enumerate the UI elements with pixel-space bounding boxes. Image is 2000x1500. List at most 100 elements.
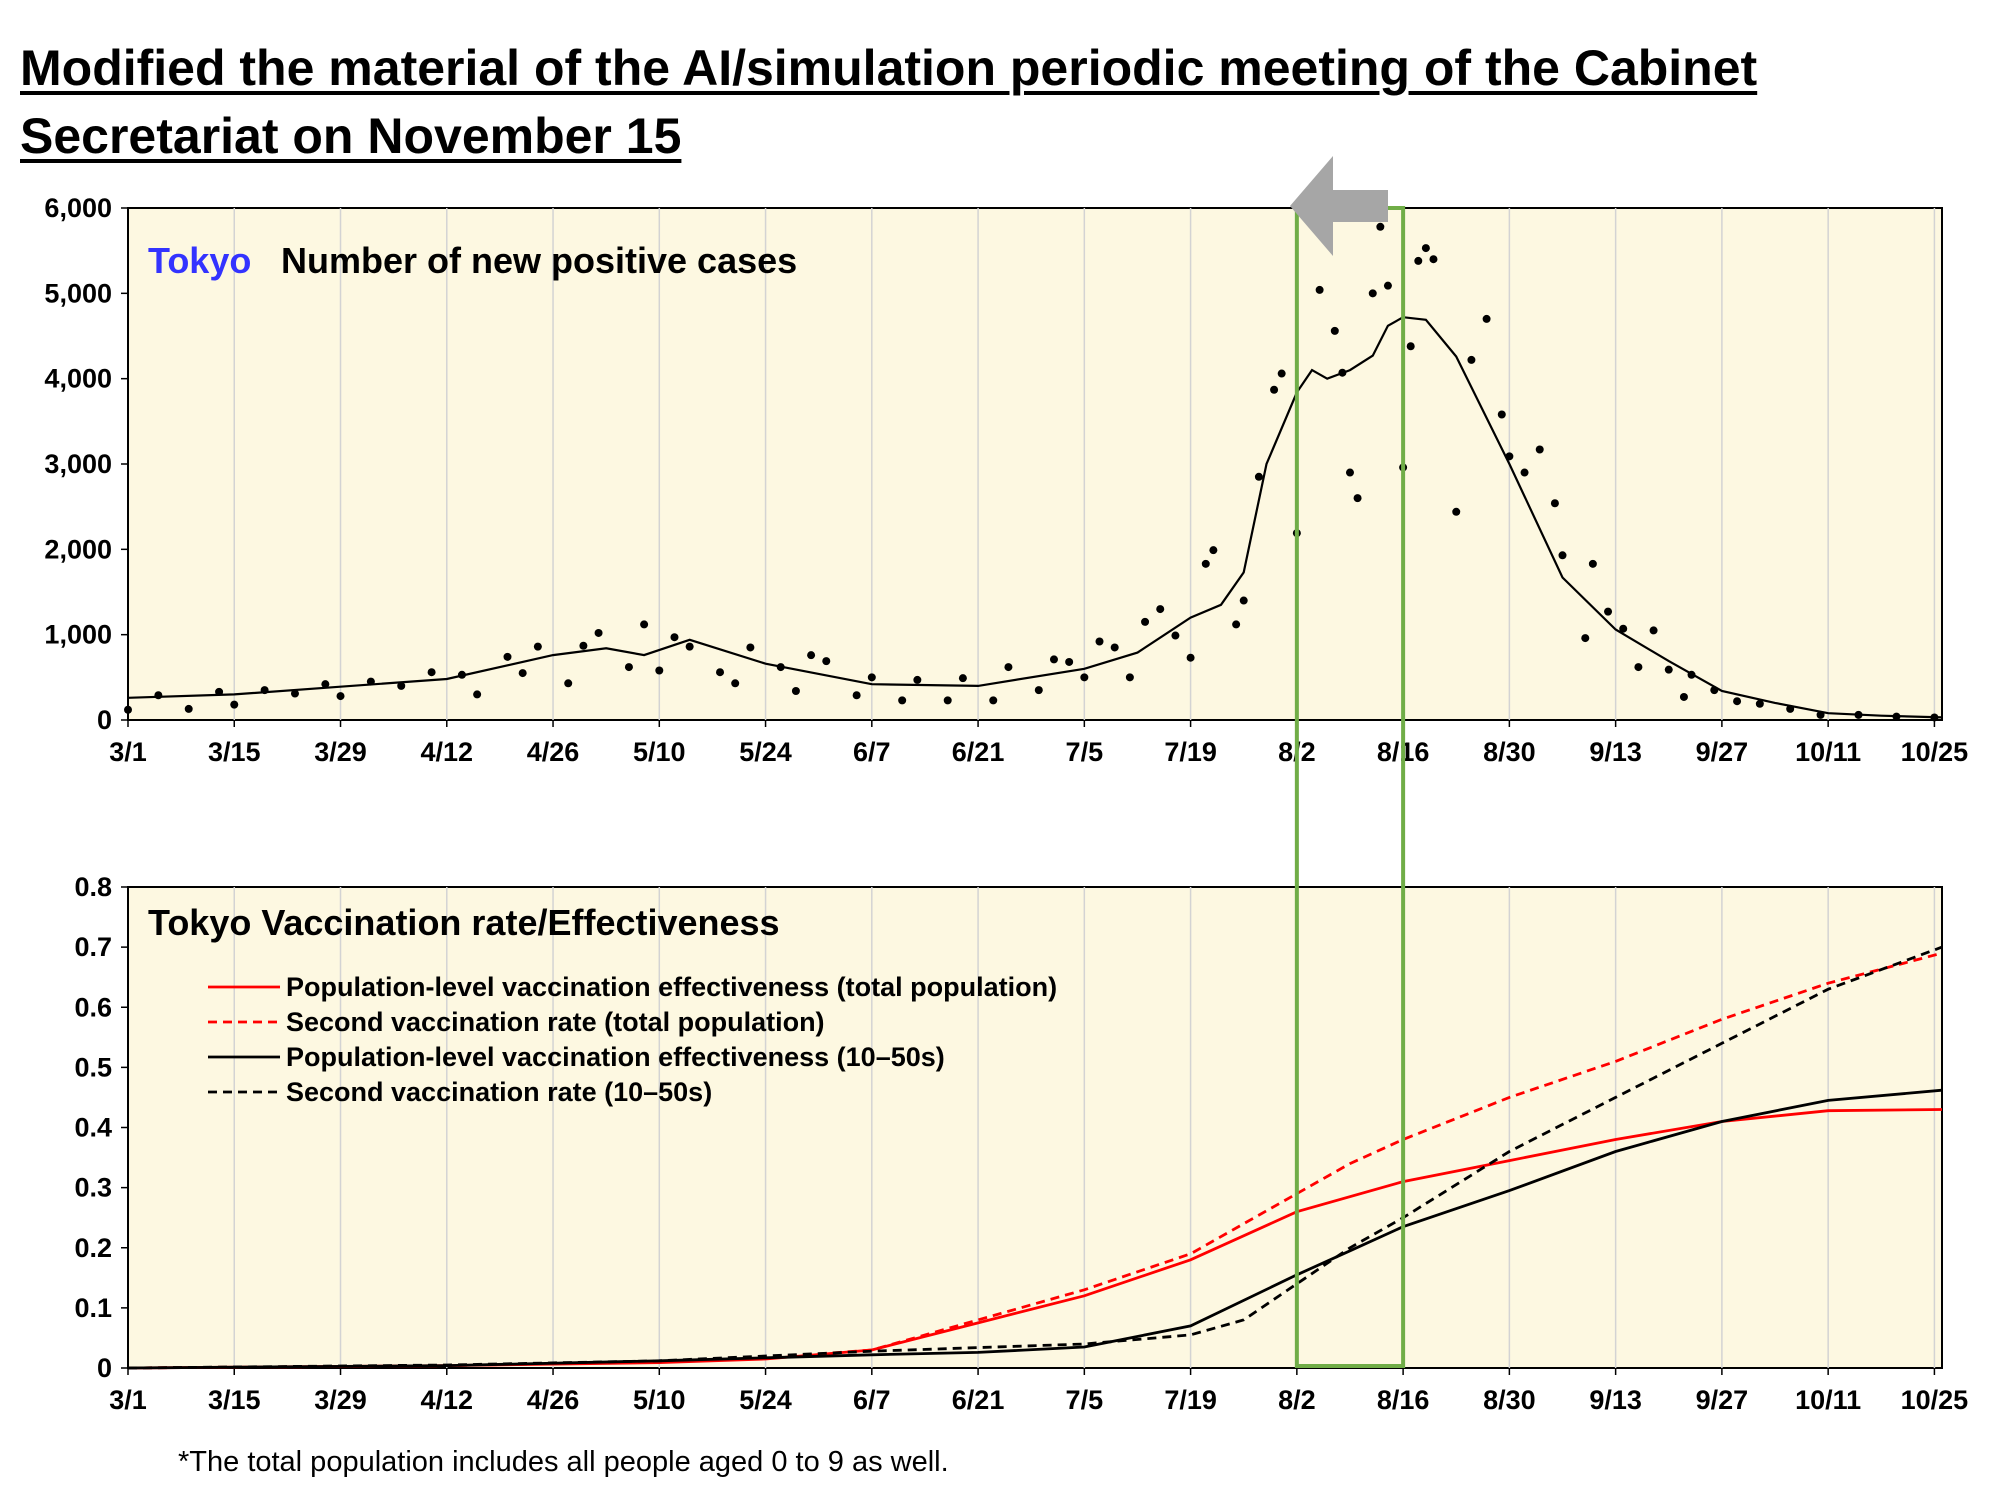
case-point: [1930, 713, 1939, 722]
x-tick-label: 3/15: [208, 1385, 261, 1415]
case-point: [624, 663, 633, 672]
y-tick-label: 0: [97, 1353, 112, 1383]
case-point: [1892, 712, 1901, 721]
x-tick-label: 9/13: [1589, 1385, 1642, 1415]
case-point: [321, 680, 330, 689]
case-point: [1330, 326, 1339, 335]
case-point: [685, 642, 694, 651]
case-point: [1156, 605, 1165, 614]
x-tick-label: 5/10: [633, 1385, 686, 1415]
x-tick-label: 3/1: [109, 737, 147, 767]
case-point: [1171, 631, 1180, 640]
case-point: [1239, 596, 1248, 605]
case-point: [1004, 663, 1013, 672]
x-tick-label: 5/24: [739, 1385, 792, 1415]
x-tick-label: 7/19: [1164, 737, 1217, 767]
case-point: [958, 674, 967, 683]
vaccination-chart-title: Tokyo Vaccination rate/Effectiveness: [148, 902, 780, 943]
case-point: [1414, 256, 1423, 265]
case-point: [670, 633, 679, 642]
legend-label: Population-level vaccination effectivene…: [286, 1042, 945, 1072]
case-point: [336, 692, 345, 701]
x-tick-label: 4/26: [527, 1385, 580, 1415]
case-point: [655, 666, 664, 675]
y-tick-label: 0.6: [74, 992, 112, 1022]
case-point: [503, 652, 512, 661]
case-point: [1550, 499, 1559, 508]
x-tick-label: 8/30: [1483, 737, 1536, 767]
case-point: [473, 690, 482, 699]
case-point: [1733, 697, 1742, 706]
highlight-overlay: [1290, 156, 1406, 1368]
case-point: [1854, 710, 1863, 719]
y-tick-label: 0: [97, 705, 112, 735]
case-point: [1209, 546, 1218, 555]
x-tick-label: 6/7: [853, 737, 891, 767]
case-point: [989, 696, 998, 705]
case-point: [1406, 342, 1415, 351]
page-title: Modified the material of the AI/simulati…: [20, 40, 1758, 164]
case-point: [124, 705, 132, 714]
case-point: [1558, 551, 1567, 560]
vaccination-series-lines: [127, 945, 1943, 1370]
case-point: [822, 657, 831, 666]
case-point: [518, 669, 527, 678]
case-point: [1315, 285, 1324, 294]
case-point: [1338, 368, 1347, 377]
cases-x-tick-labels: 3/1 3/15 3/29 4/12 4/26 5/10 5/24 6/7 6/21 7/5 7/1…: [109, 737, 1968, 767]
y-tick-label: 0.3: [74, 1173, 112, 1203]
case-point: [1254, 472, 1263, 481]
case-point: [1110, 643, 1119, 652]
x-tick-label: 9/27: [1696, 1385, 1749, 1415]
case-point: [1604, 607, 1613, 616]
case-point: [1581, 634, 1590, 643]
case-point: [1353, 494, 1362, 503]
case-point: [1201, 559, 1210, 568]
cases-daily-points: [124, 222, 1939, 722]
case-point: [791, 686, 800, 695]
case-point: [1679, 692, 1688, 701]
case-point: [1816, 710, 1825, 719]
y-tick-label: 0.8: [74, 872, 112, 902]
legend-label: Second vaccination rate (10–50s): [286, 1077, 712, 1107]
y-tick-label: 6,000: [44, 193, 112, 223]
case-point: [366, 677, 375, 686]
y-tick-label: 2,000: [44, 534, 112, 564]
x-tick-label: 7/19: [1164, 1385, 1217, 1415]
x-tick-label: 4/12: [420, 737, 473, 767]
series-line: [127, 1088, 1943, 1370]
case-point: [1034, 686, 1043, 695]
vaccination-y-tick-labels: 0 0.1 0.2 0.3 0.4 0.5 0.6 0.7 0.8: [74, 872, 128, 1383]
x-tick-label: 4/12: [420, 1385, 473, 1415]
case-point: [1141, 617, 1150, 626]
case-point: [852, 691, 861, 700]
case-point: [1080, 673, 1089, 682]
case-point: [1452, 507, 1461, 516]
case-point: [397, 681, 406, 690]
x-tick-label: 10/11: [1795, 737, 1861, 767]
case-point: [427, 668, 436, 677]
y-tick-label: 0.4: [74, 1113, 112, 1143]
series-line: [127, 945, 1943, 1370]
cases-chart-title: Number of new positive cases: [281, 240, 797, 281]
case-point: [1535, 445, 1544, 454]
x-tick-label: 8/16: [1377, 1385, 1430, 1415]
case-point: [1232, 620, 1241, 629]
case-point: [1429, 255, 1438, 264]
case-point: [1649, 626, 1658, 635]
case-point: [731, 679, 740, 688]
x-tick-label: 9/27: [1696, 737, 1749, 767]
case-point: [1277, 369, 1286, 378]
vaccination-plot-area: [127, 886, 1943, 1369]
legend-label: Population-level vaccination effectivene…: [286, 972, 1057, 1002]
case-point: [776, 663, 785, 672]
case-point: [1687, 670, 1696, 679]
legend-label: Second vaccination rate (total populatio…: [286, 1007, 825, 1037]
x-tick-label: 10/25: [1901, 1385, 1969, 1415]
case-point: [1520, 468, 1529, 477]
case-point: [533, 642, 542, 651]
x-tick-label: 8/2: [1278, 1385, 1316, 1415]
vaccination-chart: 0 0.1 0.2 0.3 0.4 0.5 0.6 0.7 0.8 3/1 3/15 3/29 4/1…: [74, 872, 1968, 1415]
case-point: [867, 673, 876, 682]
